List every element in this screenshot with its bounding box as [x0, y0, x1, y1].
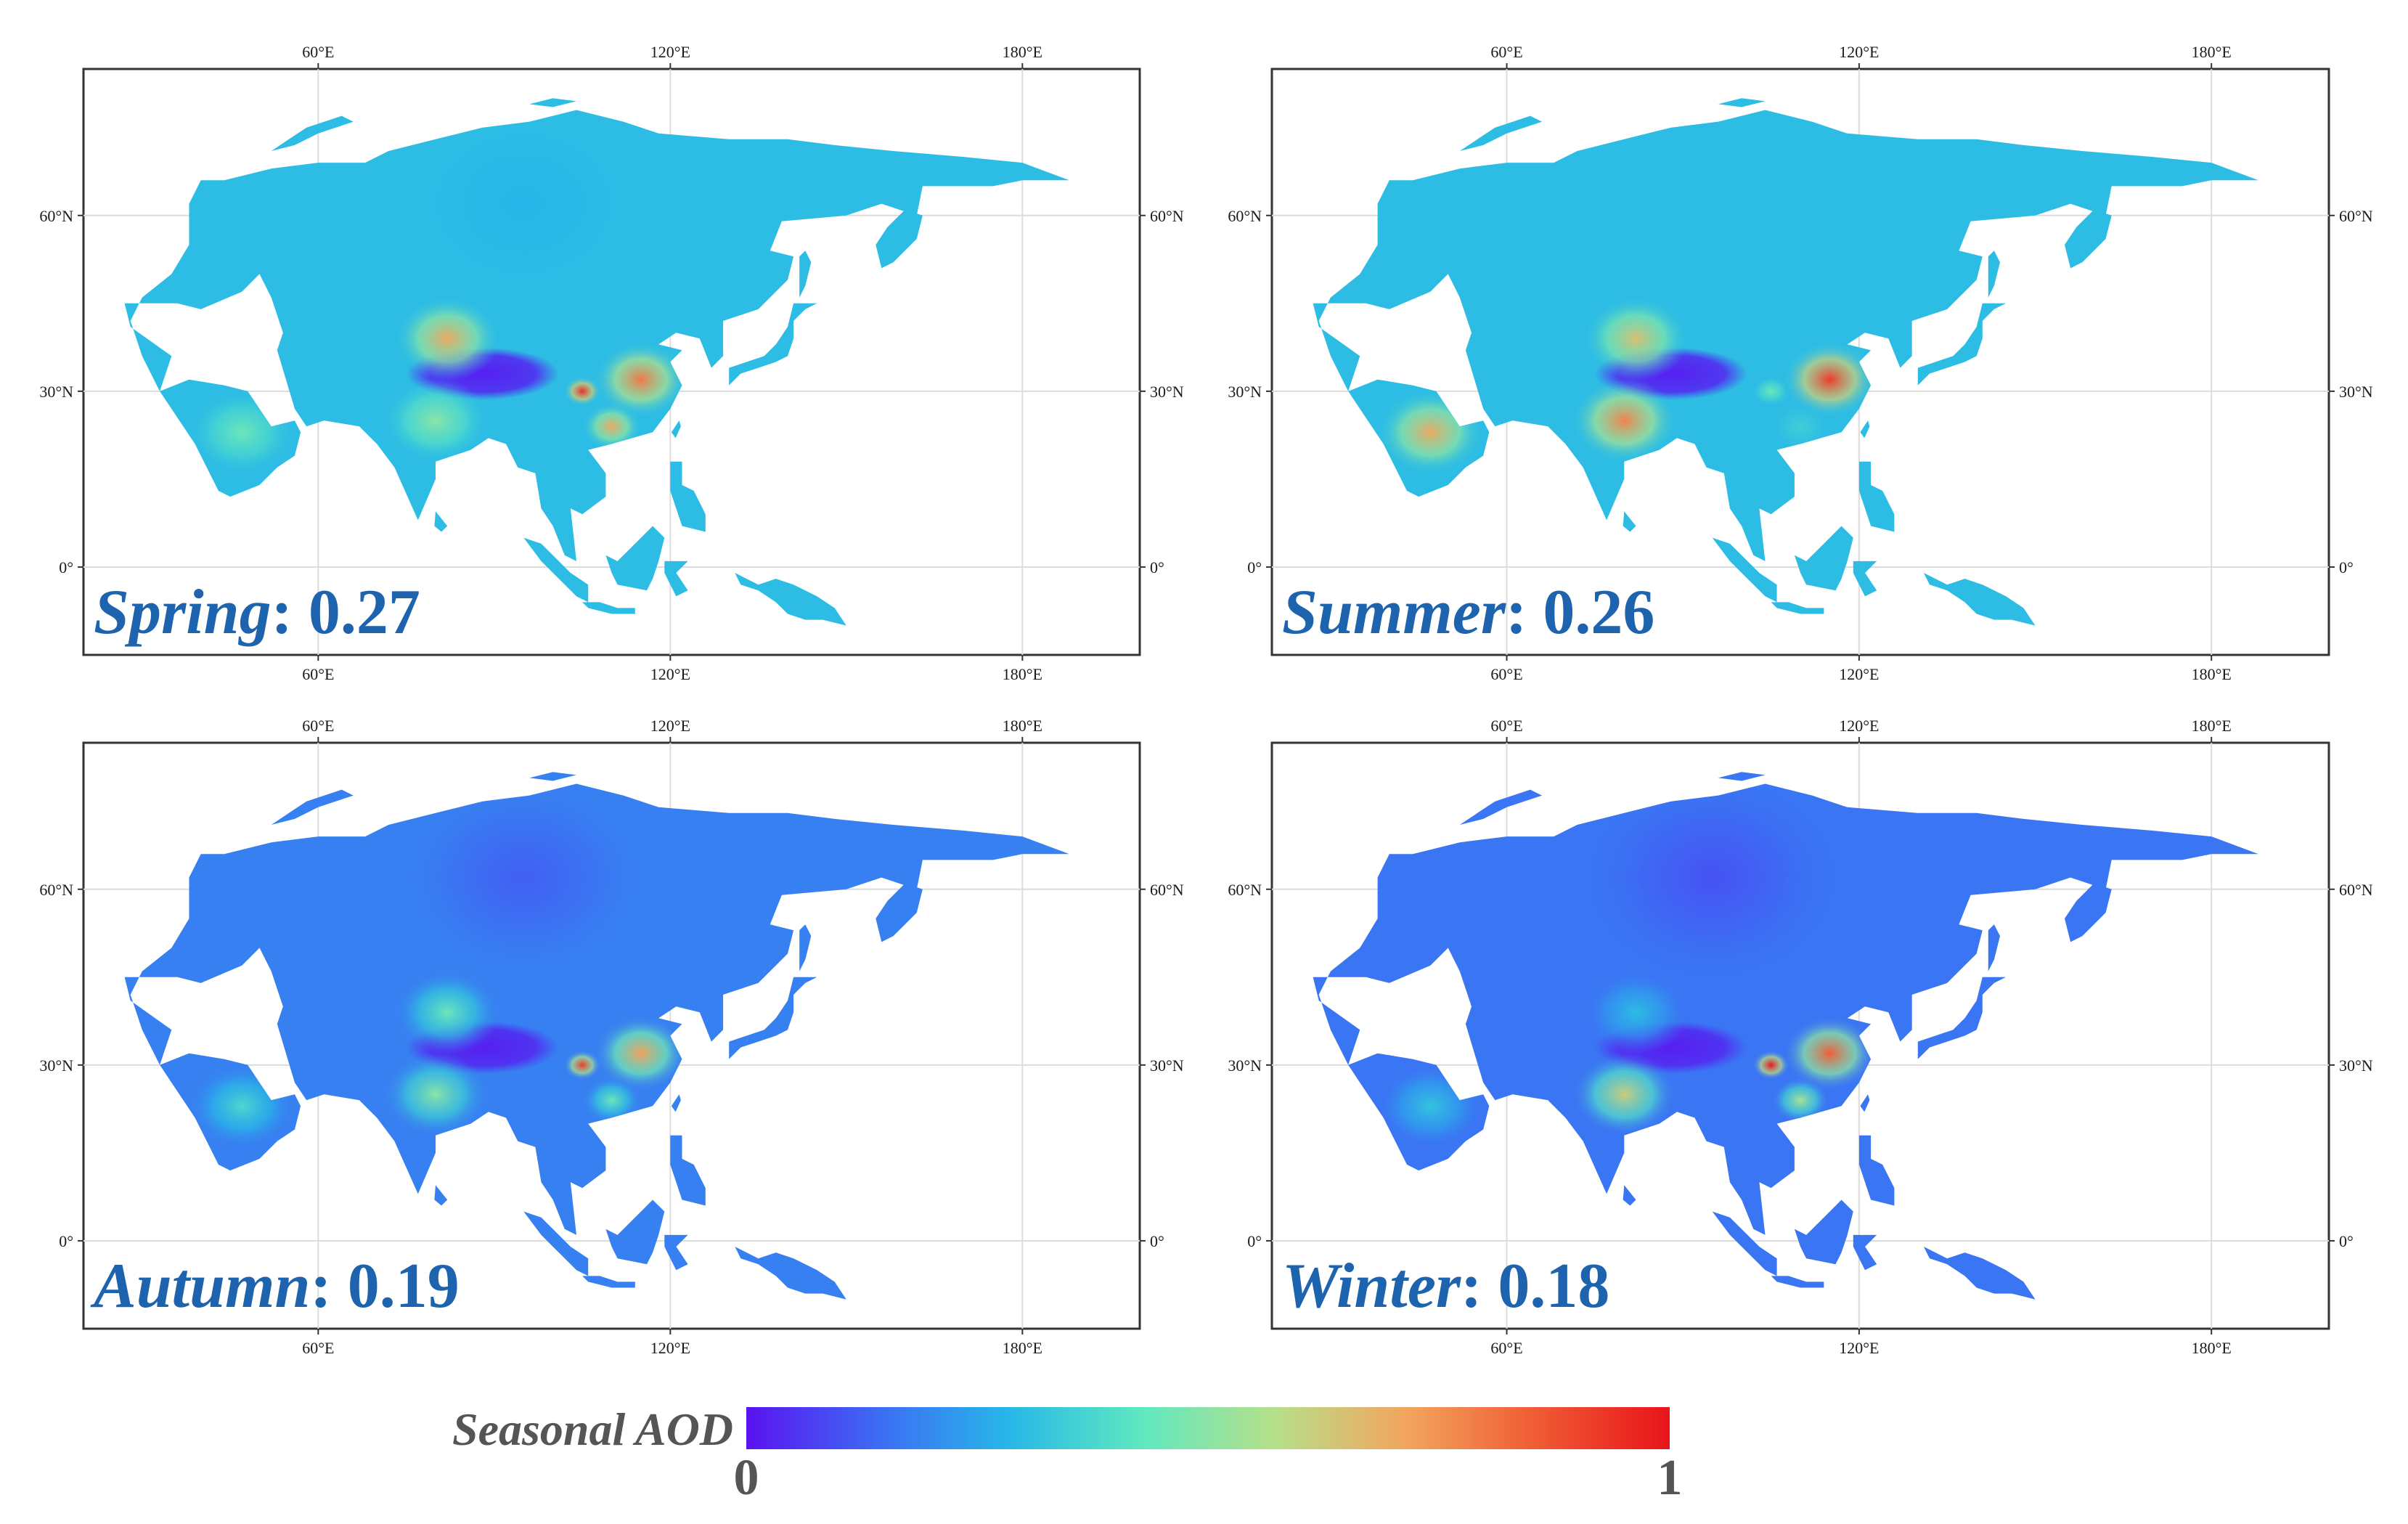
lat-tick-label-left: 60°N — [39, 207, 73, 225]
season-mean-value: : 0.19 — [310, 1251, 459, 1321]
aod-hotspot-east-china — [594, 1016, 688, 1091]
lon-tick-label-bottom: 180°E — [1003, 1339, 1042, 1357]
lon-tick-label-bottom: 120°E — [1839, 665, 1879, 683]
aod-hotspot-south-china — [582, 1076, 641, 1124]
lon-tick-label-top: 180°E — [1003, 717, 1042, 735]
lon-tick-label-bottom: 120°E — [650, 1339, 690, 1357]
lon-tick-label-top: 180°E — [2192, 717, 2232, 735]
colorbar-gradient — [746, 1407, 1670, 1449]
aod-hotspot-east-china — [594, 342, 688, 417]
season-mean-label: Winter: 0.18 — [1282, 1251, 1609, 1321]
lat-tick-label-right: 30°N — [1150, 383, 1184, 401]
lon-tick-label-top: 120°E — [1839, 717, 1879, 735]
lon-tick-label-bottom: 120°E — [650, 665, 690, 683]
aod-hotspot-india — [1571, 378, 1678, 463]
lon-tick-label-top: 180°E — [2192, 43, 2232, 61]
aod-hotspot-taklimakan — [394, 296, 500, 381]
aod-hotspot-siberia — [394, 100, 653, 307]
season-mean-label: Spring: 0.27 — [94, 577, 420, 648]
lat-tick-label-right: 0° — [1150, 558, 1164, 576]
aod-hotspot-sichuan — [1752, 1050, 1790, 1080]
lat-tick-label-right: 60°N — [2339, 207, 2373, 225]
aod-hotspot-siberia — [1583, 100, 1842, 307]
aod-hotspot-india — [1571, 1052, 1678, 1137]
lat-tick-label-left: 60°N — [1228, 207, 1262, 225]
aod-hotspot-sichuan — [563, 1050, 601, 1080]
lon-tick-label-bottom: 60°E — [1490, 665, 1522, 683]
colorbar: Seasonal AOD 0 1 — [452, 1403, 1683, 1506]
map-panel-spring: 60°E 60°E 120°E 120°E 180°E 180°E 60°N 60°N 30°N… — [39, 43, 1183, 683]
lon-tick-label-bottom: 60°E — [302, 1339, 334, 1357]
lon-tick-label-bottom: 60°E — [302, 665, 334, 683]
lon-tick-label-top: 120°E — [650, 43, 690, 61]
colorbar-max-label: 1 — [1657, 1450, 1683, 1506]
colorbar-title: Seasonal AOD — [452, 1403, 733, 1455]
map-panel-winter: 60°E 60°E 120°E 120°E 180°E 180°E 60°N 60°N 30°N… — [1228, 717, 2372, 1357]
season-mean-label: Autumn: 0.19 — [90, 1251, 460, 1321]
lat-tick-label-right: 30°N — [2339, 1056, 2373, 1075]
season-name: Summer — [1282, 577, 1506, 648]
lat-tick-label-left: 0° — [1247, 1232, 1262, 1250]
lon-tick-label-top: 60°E — [302, 43, 334, 61]
lat-tick-label-right: 0° — [2339, 1232, 2354, 1250]
map-panel-autumn: 60°E 60°E 120°E 120°E 180°E 180°E 60°N 60°N 30°N… — [39, 717, 1183, 1357]
season-name: Winter — [1282, 1251, 1461, 1321]
aod-hotspot-india — [383, 1052, 489, 1137]
aod-hotspot-sichuan — [1752, 376, 1790, 407]
aod-hotspot-east-china — [1782, 1016, 1877, 1091]
lon-tick-label-top: 60°E — [302, 717, 334, 735]
colorbar-min-label: 0 — [734, 1450, 759, 1506]
lat-tick-label-right: 60°N — [2339, 881, 2373, 899]
lat-tick-label-left: 30°N — [39, 383, 73, 401]
aod-hotspot-siberia — [1583, 774, 1842, 981]
lon-tick-label-top: 120°E — [650, 717, 690, 735]
lat-tick-label-left: 0° — [59, 558, 73, 576]
aod-hotspot-sichuan — [563, 376, 601, 407]
aod-hotspot-south-china — [1771, 402, 1830, 450]
lon-tick-label-bottom: 180°E — [1003, 665, 1042, 683]
lat-tick-label-left: 0° — [59, 1232, 73, 1250]
lat-tick-label-right: 60°N — [1150, 207, 1184, 225]
lon-tick-label-top: 180°E — [1003, 43, 1042, 61]
aod-hotspot-india — [383, 378, 489, 463]
lat-tick-label-left: 0° — [1247, 558, 1262, 576]
lon-tick-label-top: 60°E — [1490, 43, 1522, 61]
season-mean-label: Summer: 0.26 — [1282, 577, 1654, 648]
lon-tick-label-bottom: 60°E — [1490, 1339, 1522, 1357]
lon-tick-label-bottom: 180°E — [2192, 1339, 2232, 1357]
aod-hotspot-south-china — [1771, 1076, 1830, 1124]
aod-hotspot-taklimakan — [1583, 970, 1689, 1055]
lon-tick-label-bottom: 180°E — [2192, 665, 2232, 683]
lat-tick-label-left: 60°N — [39, 881, 73, 899]
lat-tick-label-left: 30°N — [1228, 383, 1262, 401]
lon-tick-label-bottom: 120°E — [1839, 1339, 1879, 1357]
lat-tick-label-right: 30°N — [1150, 1056, 1184, 1075]
lat-tick-label-right: 0° — [1150, 1232, 1164, 1250]
lon-tick-label-top: 120°E — [1839, 43, 1879, 61]
season-name: Autumn — [90, 1251, 310, 1321]
lat-tick-label-right: 0° — [2339, 558, 2354, 576]
aod-hotspot-south-china — [582, 402, 641, 450]
aod-hotspot-east-china — [1782, 342, 1877, 417]
aod-hotspot-siberia — [394, 774, 653, 981]
lat-tick-label-left: 30°N — [39, 1056, 73, 1075]
map-panels: 60°E 60°E 120°E 120°E 180°E 180°E 60°N 60°N 30°N… — [39, 43, 2372, 1357]
season-mean-value: : 0.18 — [1461, 1251, 1609, 1321]
season-name: Spring — [94, 577, 272, 648]
lat-tick-label-right: 60°N — [1150, 881, 1184, 899]
aod-hotspot-taklimakan — [1583, 296, 1689, 381]
aod-hotspot-taklimakan — [394, 970, 500, 1055]
map-panel-summer: 60°E 60°E 120°E 120°E 180°E 180°E 60°N 60°N 30°N… — [1228, 43, 2372, 683]
season-mean-value: : 0.27 — [272, 577, 420, 648]
season-mean-value: : 0.26 — [1506, 577, 1654, 648]
lat-tick-label-left: 60°N — [1228, 881, 1262, 899]
lon-tick-label-top: 60°E — [1490, 717, 1522, 735]
lat-tick-label-right: 30°N — [2339, 383, 2373, 401]
lat-tick-label-left: 30°N — [1228, 1056, 1262, 1075]
